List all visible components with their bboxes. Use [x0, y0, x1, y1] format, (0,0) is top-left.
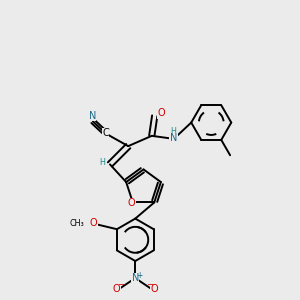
Text: −: − [117, 279, 124, 288]
Text: O: O [112, 284, 120, 294]
Text: O: O [150, 284, 158, 294]
Text: O: O [158, 108, 165, 118]
Text: H: H [99, 158, 105, 167]
Text: CH₃: CH₃ [69, 219, 84, 228]
Text: C: C [102, 128, 109, 138]
Text: N: N [170, 133, 177, 143]
Text: O: O [89, 218, 97, 228]
Text: H: H [171, 127, 176, 136]
Text: O: O [128, 198, 135, 208]
Text: N: N [132, 273, 139, 283]
Text: N: N [88, 110, 96, 121]
Text: −: − [146, 279, 154, 288]
Text: +: + [136, 271, 142, 280]
